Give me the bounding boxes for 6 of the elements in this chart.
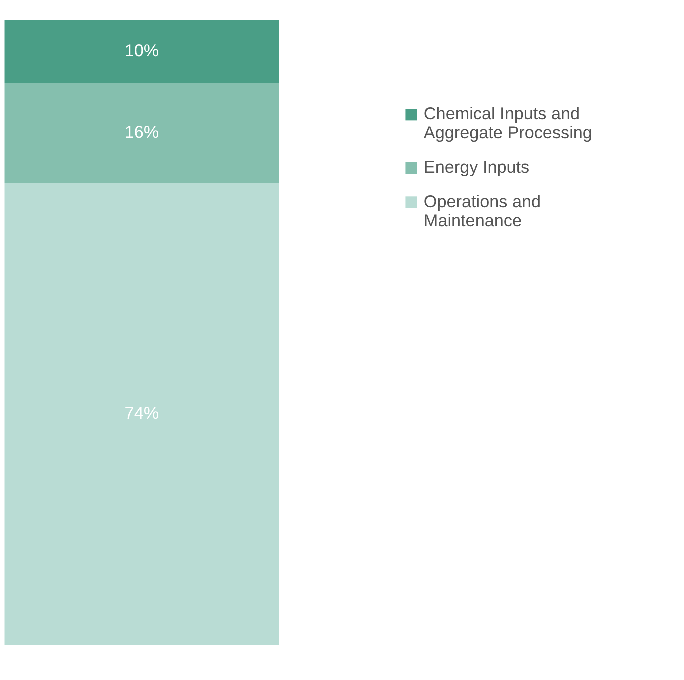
legend-label: Chemical Inputs and Aggregate Processing bbox=[424, 104, 592, 143]
legend-label: Operations and Maintenance bbox=[424, 191, 542, 230]
data-label: 16% bbox=[124, 122, 160, 142]
data-label: 74% bbox=[124, 403, 160, 424]
data-label: 10% bbox=[124, 40, 160, 61]
legend-label: Energy Inputs bbox=[424, 156, 530, 177]
